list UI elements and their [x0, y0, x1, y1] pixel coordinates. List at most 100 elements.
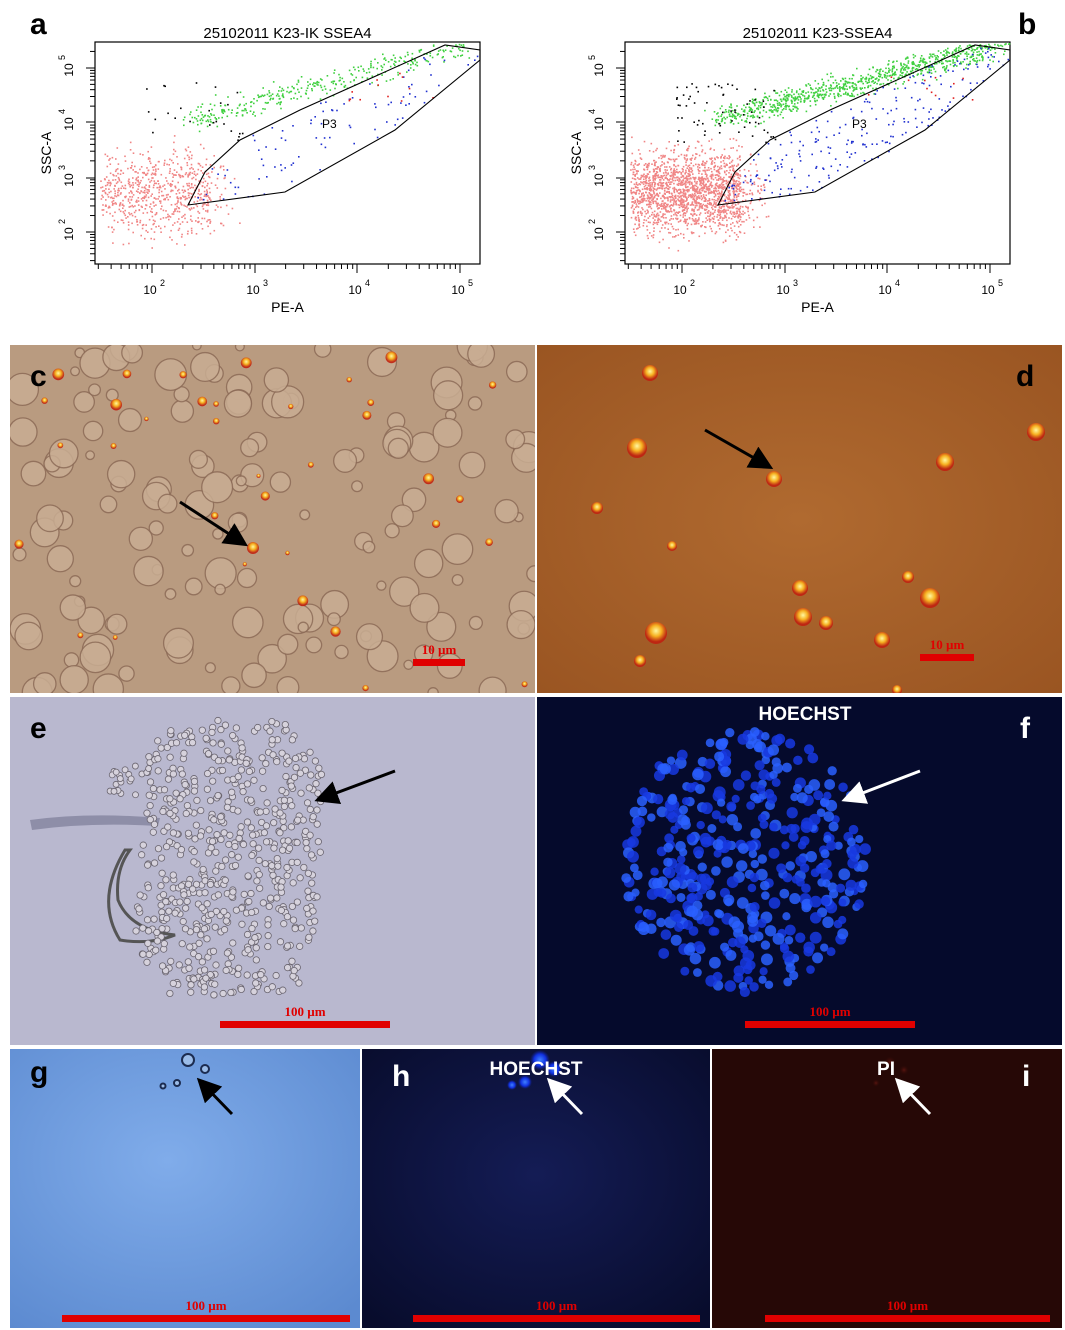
cell	[392, 505, 414, 527]
event	[653, 191, 655, 193]
event	[766, 111, 768, 113]
event	[706, 209, 708, 211]
event	[929, 70, 931, 72]
event	[633, 172, 635, 174]
scatter-plot: P325102011 K23-IK SSEA4PE-ASSC-A10210310…	[38, 25, 480, 315]
event	[734, 197, 736, 199]
image-background	[537, 345, 1062, 693]
event	[189, 121, 191, 123]
event	[740, 114, 742, 116]
event	[467, 64, 469, 66]
event	[734, 109, 736, 111]
event	[122, 204, 124, 206]
event	[214, 230, 216, 232]
event	[799, 96, 801, 98]
event	[631, 207, 633, 209]
cell	[155, 738, 161, 744]
event	[743, 111, 745, 113]
event	[655, 168, 657, 170]
event	[632, 169, 634, 171]
event	[419, 50, 421, 52]
event	[845, 124, 847, 126]
event	[278, 90, 280, 92]
event	[676, 97, 678, 99]
event	[861, 135, 863, 137]
event	[739, 170, 741, 172]
event	[174, 135, 176, 137]
event	[874, 82, 876, 84]
event	[200, 197, 202, 199]
event	[876, 143, 878, 145]
event	[818, 83, 820, 85]
event	[664, 197, 666, 199]
event	[750, 175, 752, 177]
event	[685, 162, 687, 164]
event	[739, 216, 741, 218]
event	[929, 85, 931, 87]
cell	[199, 727, 205, 733]
event	[283, 90, 285, 92]
event	[860, 93, 862, 95]
event	[917, 100, 919, 102]
event	[344, 86, 346, 88]
event	[182, 189, 184, 191]
event	[912, 64, 914, 66]
event	[188, 146, 190, 148]
cell	[60, 595, 85, 620]
event	[653, 214, 655, 216]
event	[648, 185, 650, 187]
event	[694, 185, 696, 187]
event	[864, 144, 866, 146]
event	[641, 214, 643, 216]
event	[735, 204, 737, 206]
event	[426, 60, 428, 62]
event	[189, 209, 191, 211]
event	[658, 157, 660, 159]
event	[779, 104, 781, 106]
event	[1003, 54, 1005, 56]
event	[342, 78, 344, 80]
event	[712, 209, 714, 211]
event	[647, 173, 649, 175]
event	[151, 174, 153, 176]
event	[685, 170, 687, 172]
event	[207, 226, 209, 228]
event	[656, 173, 658, 175]
event	[958, 55, 960, 57]
event	[988, 44, 990, 46]
event	[315, 83, 317, 85]
event	[710, 148, 712, 150]
event	[654, 184, 656, 186]
event	[704, 209, 706, 211]
event	[189, 193, 191, 195]
event	[701, 196, 703, 198]
event	[664, 214, 666, 216]
event	[784, 96, 786, 98]
event	[291, 181, 293, 183]
event	[354, 69, 356, 71]
event	[729, 162, 731, 164]
event	[722, 224, 724, 226]
cell	[236, 835, 242, 841]
event	[774, 106, 776, 108]
event	[726, 170, 728, 172]
event	[139, 182, 141, 184]
event	[694, 158, 696, 160]
event	[633, 212, 635, 214]
event	[728, 196, 730, 198]
event	[825, 93, 827, 95]
event	[819, 181, 821, 183]
event	[239, 133, 241, 135]
event	[402, 117, 404, 119]
event	[683, 237, 685, 239]
event	[849, 87, 851, 89]
event	[719, 167, 721, 169]
event	[704, 200, 706, 202]
event	[727, 209, 729, 211]
event	[154, 180, 156, 182]
event	[885, 142, 887, 144]
event	[734, 175, 736, 177]
event	[363, 68, 365, 70]
event	[733, 123, 735, 125]
event	[868, 74, 870, 76]
